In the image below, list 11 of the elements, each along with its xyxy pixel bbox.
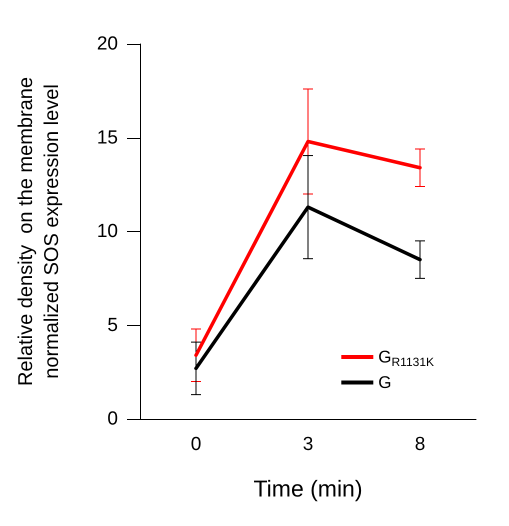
y-tick-label: 5 <box>107 314 118 336</box>
y-tick-label: 20 <box>96 34 118 54</box>
x-tick-label: 8 <box>414 434 426 455</box>
y-axis-title: Relative density on the membrane normalized SOS expression level <box>15 76 63 386</box>
y-tick-label: 15 <box>96 127 118 148</box>
x-tick-label: 3 <box>302 434 314 455</box>
y-tick-label: 10 <box>96 221 118 242</box>
y-tick-label: 0 <box>107 408 118 430</box>
x-tick-label: 0 <box>190 434 202 455</box>
legend-label: G <box>378 373 392 392</box>
x-axis-title: Time (min) <box>253 476 363 502</box>
